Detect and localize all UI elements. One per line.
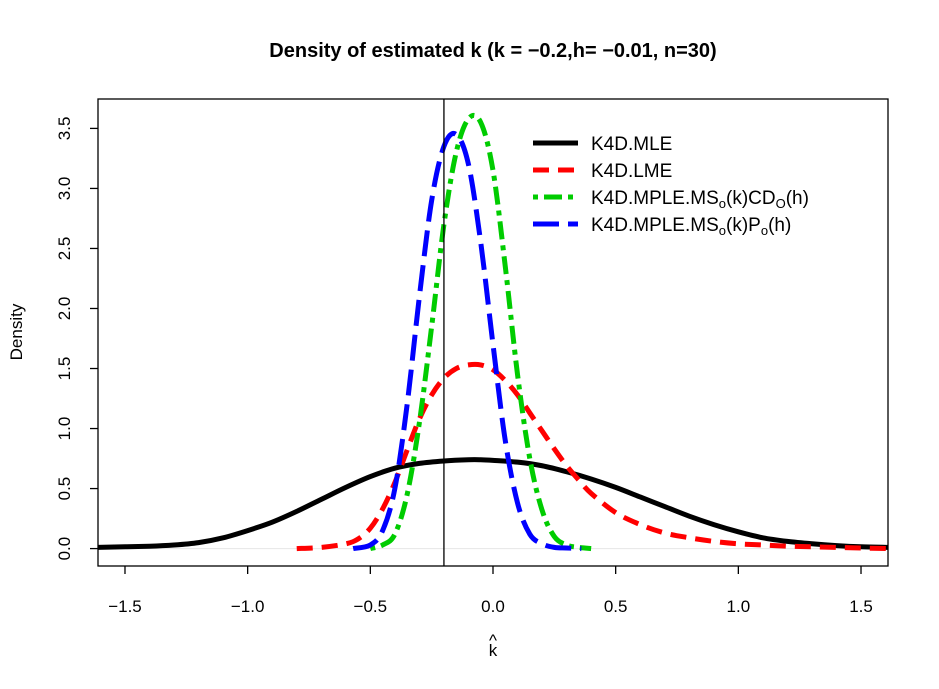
legend-label-mple-cd-sub1: o bbox=[719, 196, 726, 211]
x-axis: −1.5 −1.0 −0.5 0.0 0.5 1.0 1.5 bbox=[108, 566, 873, 616]
x-tick-label: 1.0 bbox=[727, 597, 751, 616]
y-tick-label: 0.5 bbox=[55, 477, 74, 501]
y-tick-label: 0.0 bbox=[55, 537, 74, 561]
legend: K4D.MLE K4D.LME K4D.MPLE.MSo(k)CDO(h) K4… bbox=[533, 134, 809, 238]
legend-label-mple-p-sub1: o bbox=[719, 223, 726, 238]
legend-label-lme: K4D.LME bbox=[591, 161, 672, 182]
y-tick-label: 3.5 bbox=[55, 117, 74, 141]
x-tick-label: −1.5 bbox=[108, 597, 142, 616]
x-tick-label: 0.5 bbox=[604, 597, 628, 616]
x-tick-label: 1.5 bbox=[849, 597, 873, 616]
y-tick-label: 1.0 bbox=[55, 417, 74, 441]
legend-label-mple-cd: K4D.MPLE.MSo(k)CDO(h) bbox=[591, 188, 809, 211]
x-tick-label: −1.0 bbox=[231, 597, 265, 616]
legend-entry: K4D.MLE bbox=[533, 134, 672, 155]
series-line-3 bbox=[352, 130, 582, 552]
legend-entry: K4D.LME bbox=[533, 161, 672, 182]
series-line-0 bbox=[97, 457, 889, 550]
legend-label-mple-p-sub2: o bbox=[761, 223, 768, 238]
y-tick-label: 1.5 bbox=[55, 357, 74, 381]
legend-label-mple-p-end: (h) bbox=[768, 215, 791, 236]
x-tick-label: −0.5 bbox=[354, 597, 388, 616]
legend-label-mple-p-base: K4D.MPLE.MS bbox=[591, 215, 719, 236]
series-layer bbox=[97, 112, 889, 552]
legend-label-mple-cd-base: K4D.MPLE.MS bbox=[591, 188, 719, 209]
legend-label-mple-p: K4D.MPLE.MSo(k)Po(h) bbox=[591, 215, 791, 238]
legend-label-mle: K4D.MLE bbox=[591, 134, 672, 155]
x-axis-label: k bbox=[489, 641, 498, 660]
legend-entry: K4D.MPLE.MSo(k)CDO(h) bbox=[533, 188, 809, 211]
y-axis: 0.0 0.5 1.0 1.5 2.0 2.5 3.0 3.5 bbox=[55, 117, 98, 561]
legend-label-mple-cd-end: (h) bbox=[786, 188, 809, 209]
y-tick-label: 3.0 bbox=[55, 177, 74, 201]
y-tick-label: 2.5 bbox=[55, 237, 74, 261]
x-tick-label: 0.0 bbox=[481, 597, 505, 616]
y-axis-label: Density bbox=[7, 303, 26, 360]
legend-entry: K4D.MPLE.MSo(k)Po(h) bbox=[533, 215, 791, 238]
legend-label-mple-cd-mid: (k)CD bbox=[726, 188, 776, 209]
legend-label-mple-cd-sub2: O bbox=[776, 196, 786, 211]
chart-title: Density of estimated k (k = −0.2,h= −0.0… bbox=[269, 40, 716, 62]
y-tick-label: 2.0 bbox=[55, 297, 74, 321]
series-line-2 bbox=[369, 112, 592, 552]
series-line-1 bbox=[296, 361, 889, 552]
x-axis-label-hat: ^ bbox=[489, 631, 497, 650]
legend-label-mple-p-mid: (k)P bbox=[726, 215, 761, 236]
